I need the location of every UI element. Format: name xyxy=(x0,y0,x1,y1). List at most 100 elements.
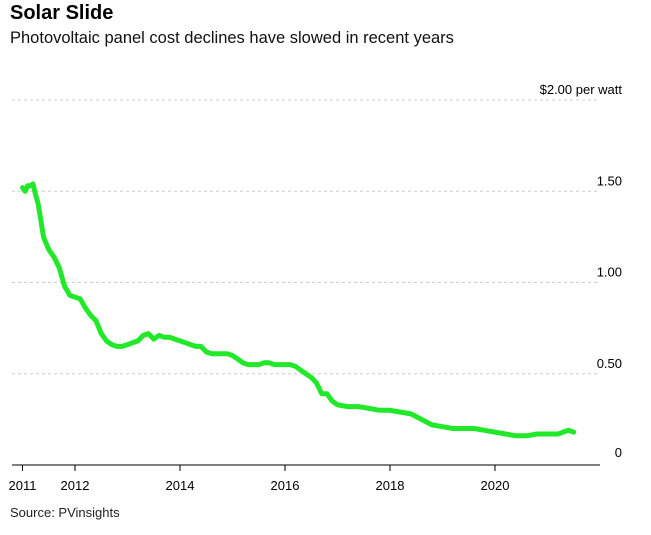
data-point xyxy=(277,362,282,367)
data-point xyxy=(136,338,141,343)
data-point xyxy=(31,181,36,186)
data-point xyxy=(256,362,261,367)
data-point xyxy=(503,432,508,437)
x-tick-label: 2012 xyxy=(61,478,90,493)
data-point xyxy=(482,428,487,433)
data-point xyxy=(230,353,235,358)
data-point xyxy=(419,417,424,422)
data-point xyxy=(57,265,62,270)
data-point xyxy=(23,189,28,194)
data-point xyxy=(314,380,319,385)
data-point xyxy=(162,335,167,340)
data-point xyxy=(262,360,267,365)
data-point xyxy=(109,342,114,347)
data-point xyxy=(99,331,104,336)
series-line xyxy=(20,181,577,439)
data-point xyxy=(430,422,435,427)
data-point xyxy=(178,338,183,343)
data-point xyxy=(472,426,477,431)
data-point xyxy=(440,424,445,429)
data-point xyxy=(251,362,256,367)
data-point xyxy=(330,399,335,404)
data-point xyxy=(183,340,188,345)
x-tick-label: 2018 xyxy=(376,478,405,493)
data-point xyxy=(199,344,204,349)
x-tick-label: 2016 xyxy=(271,478,300,493)
data-point xyxy=(514,433,519,438)
data-point xyxy=(67,293,72,298)
data-point xyxy=(377,408,382,413)
source-note: Source: PVinsights xyxy=(10,505,120,520)
data-point xyxy=(283,362,288,367)
y-tick-label: 0.50 xyxy=(597,356,622,371)
y-tick-label: 0 xyxy=(615,445,622,460)
data-point xyxy=(151,337,156,342)
data-point xyxy=(41,234,46,239)
data-point xyxy=(298,368,303,373)
x-tick-label: 2020 xyxy=(481,478,510,493)
data-point xyxy=(293,364,298,369)
data-point xyxy=(451,426,456,431)
data-point xyxy=(246,362,251,367)
data-point xyxy=(83,306,88,311)
tick-labels: 0 0.50 1.00 1.50 $2.00 per watt 2011 2012 2014 2… xyxy=(9,82,623,493)
data-point xyxy=(346,404,351,409)
x-tick-label: 2011 xyxy=(9,478,37,493)
data-point xyxy=(461,426,466,431)
y-tick-label: 1.50 xyxy=(597,173,622,188)
chart-title: Solar Slide xyxy=(10,2,114,24)
data-point xyxy=(493,430,498,435)
series-layer xyxy=(20,181,577,439)
data-point xyxy=(33,192,38,197)
data-point xyxy=(388,408,393,413)
data-point xyxy=(409,411,414,416)
chart-subtitle: Photovoltaic panel cost declines have sl… xyxy=(10,29,454,47)
data-point xyxy=(214,351,219,356)
data-point xyxy=(235,357,240,362)
data-point xyxy=(220,351,225,356)
data-point xyxy=(241,360,246,365)
data-point xyxy=(120,344,125,349)
data-point xyxy=(188,342,193,347)
data-point xyxy=(309,375,314,380)
data-point xyxy=(571,430,576,435)
data-point xyxy=(125,342,130,347)
data-point xyxy=(356,404,361,409)
data-point xyxy=(172,337,177,342)
data-point xyxy=(304,371,309,376)
data-point xyxy=(535,432,540,437)
line-chart: 0 0.50 1.00 1.50 $2.00 per watt 2011 2012 2014 2… xyxy=(9,82,623,493)
data-point xyxy=(325,391,330,396)
data-point xyxy=(78,296,83,301)
data-point xyxy=(204,349,209,354)
data-point xyxy=(566,428,571,433)
data-point xyxy=(545,432,550,437)
y-tick-label: 1.00 xyxy=(597,265,622,280)
data-point xyxy=(36,202,41,207)
y-tick-label: $2.00 per watt xyxy=(540,82,623,97)
data-point xyxy=(46,247,51,252)
data-point xyxy=(141,333,146,338)
data-point xyxy=(524,433,529,438)
data-point xyxy=(73,295,78,300)
data-point xyxy=(550,432,555,437)
data-point xyxy=(225,351,230,356)
x-tick-label: 2014 xyxy=(166,478,195,493)
data-point xyxy=(52,255,57,260)
axes xyxy=(12,464,600,471)
data-point xyxy=(209,351,214,356)
data-point xyxy=(115,344,120,349)
data-point xyxy=(272,362,277,367)
data-point xyxy=(62,284,67,289)
data-point xyxy=(319,391,324,396)
data-point xyxy=(130,340,135,345)
data-point xyxy=(556,432,561,437)
data-point xyxy=(267,360,272,365)
data-point xyxy=(167,335,172,340)
data-point xyxy=(193,344,198,349)
data-point xyxy=(146,331,151,336)
data-point xyxy=(561,430,566,435)
data-point xyxy=(398,410,403,415)
data-point xyxy=(88,313,93,318)
data-point xyxy=(335,402,340,407)
